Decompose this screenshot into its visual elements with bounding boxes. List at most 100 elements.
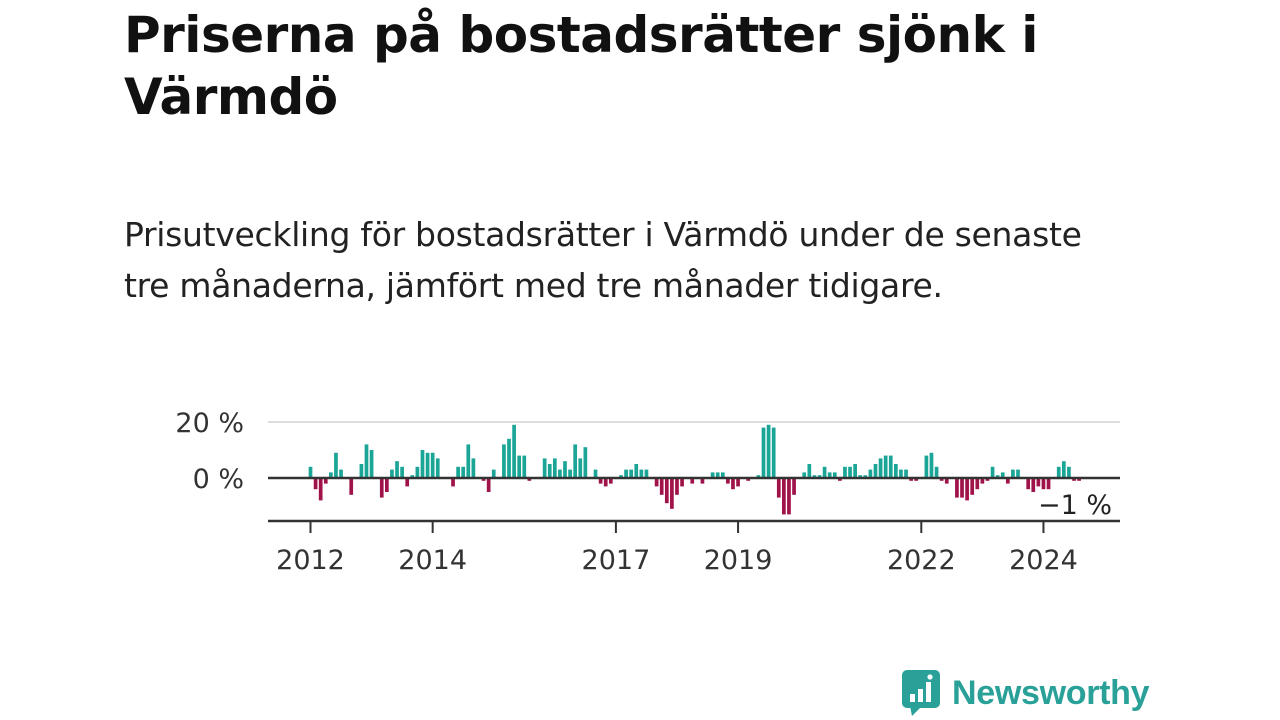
- x-tick-label: 2024: [1009, 545, 1078, 576]
- bar: [934, 466, 939, 478]
- bar: [807, 464, 812, 478]
- chart-subtitle: Prisutveckling för bostadsrätter i Värmd…: [124, 215, 1082, 305]
- bar: [598, 478, 603, 484]
- bar: [802, 472, 807, 478]
- bar: [359, 464, 364, 478]
- x-tick-label: 2014: [398, 545, 467, 576]
- bar: [639, 469, 644, 478]
- bar: [654, 478, 659, 487]
- bar: [980, 478, 985, 484]
- bar: [909, 478, 913, 481]
- bar: [568, 469, 572, 478]
- bar: [827, 472, 832, 478]
- bar: [863, 475, 868, 478]
- bar: [491, 469, 496, 478]
- bar: [364, 444, 369, 478]
- brand-name: Newsworthy: [952, 673, 1150, 712]
- bar: [690, 478, 695, 484]
- x-tick-label: 2022: [887, 545, 956, 576]
- bar: [873, 464, 878, 478]
- x-axis-ticks: 2012 2014 2017 2019 2022 2024: [276, 521, 1078, 576]
- bar: [843, 466, 847, 478]
- bar: [318, 478, 323, 501]
- bar: [425, 452, 430, 478]
- bar: [736, 478, 740, 487]
- bar: [644, 469, 649, 478]
- brand-logo[interactable]: Newsworthy: [900, 668, 1150, 718]
- bar: [547, 464, 552, 478]
- bar: [461, 466, 466, 478]
- bar: [603, 478, 608, 487]
- bar: [710, 472, 715, 478]
- bar: [822, 466, 827, 478]
- bar: [583, 447, 588, 478]
- bar: [782, 478, 786, 515]
- bar: [1056, 466, 1061, 478]
- bar: [848, 466, 852, 478]
- bar: [1061, 461, 1066, 478]
- bar: [868, 469, 873, 478]
- bar: [608, 478, 613, 484]
- bar: [420, 450, 425, 478]
- bar: [405, 478, 410, 487]
- bar: [502, 444, 506, 478]
- bar: [700, 478, 705, 484]
- bar: [766, 424, 771, 478]
- bar: [329, 472, 333, 478]
- bar: [675, 478, 679, 495]
- bar: [578, 458, 583, 478]
- bar: [624, 469, 628, 478]
- bar: [517, 455, 522, 478]
- bar: [670, 478, 674, 509]
- bar: [995, 475, 1000, 478]
- bar: [792, 478, 796, 495]
- bar: [542, 458, 547, 478]
- bar: [486, 478, 491, 492]
- bar: [939, 478, 944, 481]
- y-axis-ticks: 0 % 20 %: [175, 408, 244, 495]
- bar: [323, 478, 328, 484]
- bar: [466, 444, 471, 478]
- bar: [593, 469, 598, 478]
- bar: [787, 478, 791, 515]
- bar: [726, 478, 730, 484]
- bar: [970, 478, 975, 495]
- bar: [451, 478, 455, 487]
- bar: [334, 452, 338, 478]
- bar: [761, 427, 766, 478]
- y-tick-label: 20 %: [175, 408, 244, 439]
- last-value-label: −1 %: [1038, 490, 1112, 521]
- bar: [944, 478, 949, 484]
- bar: [1041, 478, 1046, 490]
- bar: [1026, 478, 1031, 490]
- bar: [965, 478, 969, 501]
- bar: [1011, 469, 1015, 478]
- bar: [1067, 466, 1071, 478]
- bar: [369, 450, 374, 478]
- bar: [1005, 478, 1010, 484]
- bar: [731, 478, 735, 490]
- bar: [410, 475, 415, 478]
- bar: [817, 475, 822, 478]
- bar: [395, 461, 399, 478]
- x-tick-label: 2019: [704, 545, 773, 576]
- bar: [883, 455, 888, 478]
- bar: [746, 478, 751, 481]
- bar: [853, 464, 857, 478]
- bar: [349, 478, 354, 495]
- bar: [552, 458, 557, 478]
- bar: [975, 478, 980, 490]
- bar: [832, 472, 837, 478]
- bar: [776, 478, 781, 498]
- bar: [659, 478, 664, 495]
- bar: [904, 469, 908, 478]
- bar: [771, 427, 776, 478]
- bar: [339, 469, 343, 478]
- bar: [960, 478, 964, 498]
- bar: [1077, 478, 1081, 481]
- bar: [1031, 478, 1036, 492]
- bar: [1000, 472, 1005, 478]
- bar: [634, 464, 639, 478]
- bar: [471, 458, 476, 478]
